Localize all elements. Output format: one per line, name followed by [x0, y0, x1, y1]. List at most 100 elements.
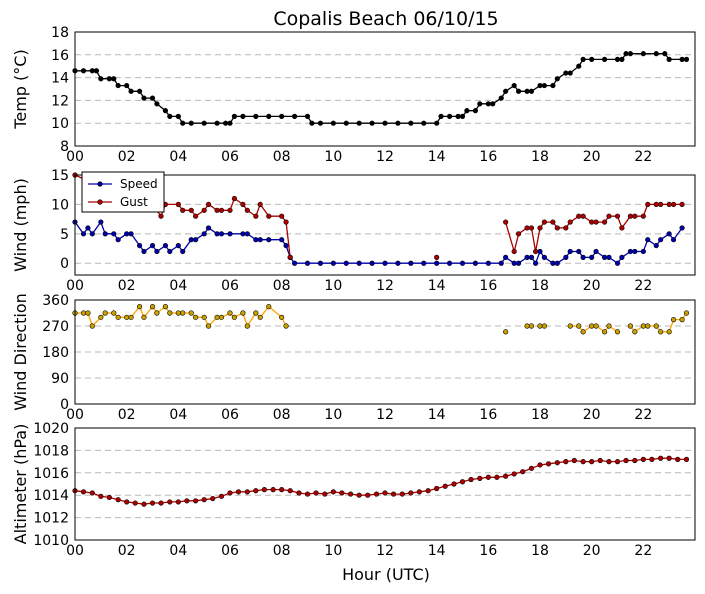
data-point: [279, 113, 285, 119]
data-point: [162, 108, 169, 114]
data-point: [253, 113, 259, 119]
y-tick-label: 180: [42, 345, 69, 361]
x-tick-label: 16: [479, 543, 497, 559]
data-point: [257, 201, 263, 208]
data-point: [541, 219, 547, 225]
x-tick-label: 06: [221, 278, 239, 294]
data-point: [537, 462, 543, 468]
data-point: [180, 310, 186, 316]
data-point: [576, 63, 582, 69]
data-point: [589, 254, 595, 260]
data-point: [128, 88, 134, 94]
data-point: [136, 88, 143, 94]
x-tick-label: 12: [376, 407, 394, 423]
data-point: [627, 51, 634, 57]
data-point: [167, 248, 173, 255]
data-point: [188, 207, 194, 213]
data-point: [421, 260, 427, 266]
data-point: [567, 70, 573, 76]
data-point: [240, 231, 246, 237]
data-point: [227, 120, 233, 126]
data-point: [214, 231, 220, 237]
data-point: [167, 499, 173, 505]
y-tick-label: 10: [51, 197, 69, 213]
data-point: [193, 213, 199, 219]
data-point: [683, 456, 690, 462]
data-point: [459, 113, 466, 119]
x-tick-label: 06: [221, 407, 239, 423]
y-tick-label: 16: [51, 48, 69, 64]
data-point: [541, 82, 547, 89]
data-point: [279, 314, 285, 320]
data-point: [589, 219, 595, 225]
data-point: [154, 101, 160, 107]
data-point: [244, 323, 250, 329]
data-point: [601, 219, 608, 225]
data-point: [175, 310, 181, 316]
series-line: [629, 312, 688, 333]
data-point: [459, 479, 466, 485]
data-point: [494, 474, 500, 480]
data-point: [545, 461, 552, 467]
data-point: [503, 88, 509, 94]
data-point: [149, 95, 156, 101]
data-point: [653, 51, 659, 57]
data-point: [606, 459, 612, 465]
data-point: [576, 213, 582, 219]
data-point: [580, 56, 586, 62]
data-point: [98, 314, 104, 320]
data-point: [128, 231, 134, 237]
data-point: [653, 242, 659, 249]
data-point: [511, 248, 517, 255]
data-point: [270, 487, 276, 493]
data-point: [201, 120, 207, 126]
axes-frame: [74, 31, 696, 147]
data-point: [382, 490, 388, 496]
y-tick-label: 8: [60, 139, 69, 155]
y-axis-label: Temp (°C): [11, 49, 30, 129]
data-point: [98, 76, 104, 82]
data-point: [287, 488, 293, 494]
data-point: [472, 108, 479, 114]
data-point: [511, 82, 517, 89]
data-point: [291, 260, 298, 266]
data-point: [498, 260, 504, 266]
data-point: [614, 329, 621, 335]
data-point: [563, 459, 569, 465]
x-tick-label: 06: [221, 149, 239, 165]
data-point: [537, 225, 543, 231]
x-tick-label: 10: [324, 149, 342, 165]
data-point: [485, 474, 491, 480]
x-tick-label: 00: [66, 149, 84, 165]
data-point: [416, 489, 422, 495]
data-point: [589, 56, 595, 62]
data-point: [528, 225, 535, 231]
data-point: [541, 254, 547, 260]
x-tick-label: 16: [479, 149, 497, 165]
x-tick-label: 04: [169, 407, 187, 423]
data-point: [541, 323, 547, 329]
series-3-1: [72, 304, 690, 335]
data-point: [632, 248, 638, 255]
data-point: [98, 493, 104, 499]
data-point: [614, 459, 621, 465]
y-tick-label: 5: [60, 227, 69, 243]
series-gust: [72, 172, 685, 260]
data-point: [658, 455, 664, 461]
data-point: [658, 237, 664, 243]
data-point: [589, 323, 595, 329]
x-axis-label: Hour (UTC): [342, 565, 430, 584]
data-point: [244, 207, 250, 213]
y-axis-label: Wind Direction: [11, 293, 30, 411]
data-point: [218, 207, 225, 213]
data-point: [623, 457, 629, 464]
data-point: [154, 310, 160, 316]
data-point: [679, 56, 685, 62]
data-point: [554, 76, 560, 82]
axes-frame: [74, 299, 696, 405]
data-point: [205, 225, 212, 231]
data-point: [382, 120, 388, 126]
data-point: [266, 113, 272, 119]
